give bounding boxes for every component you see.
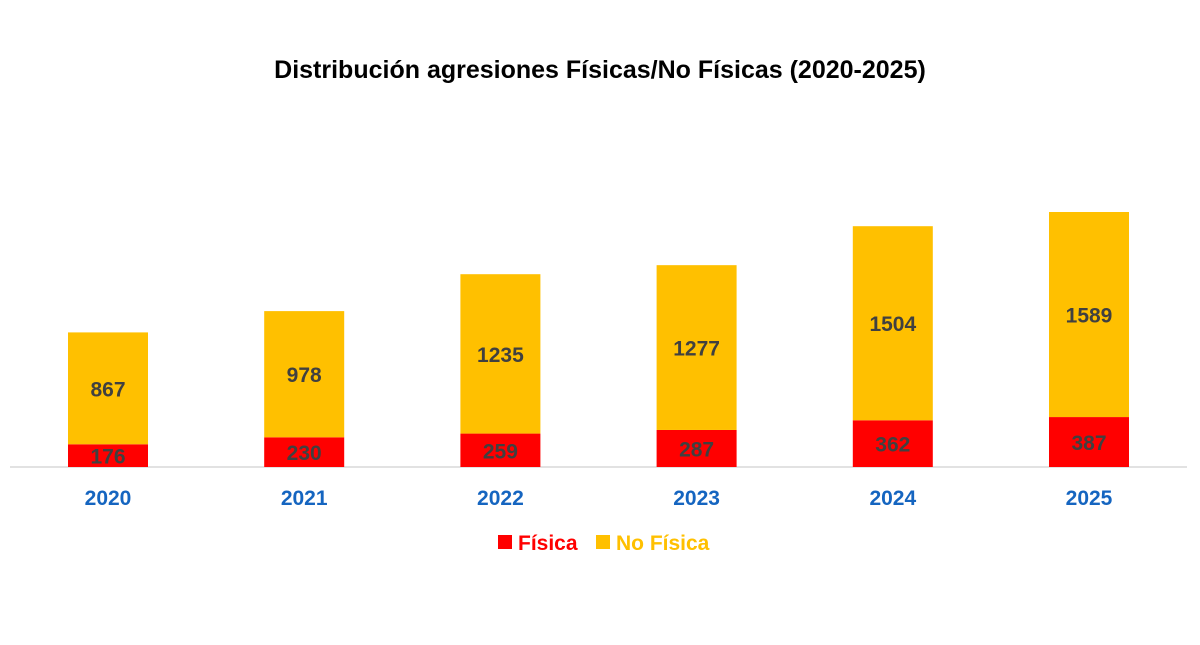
bar-no-fisica-2024 bbox=[852, 226, 933, 421]
data-label: 362 bbox=[875, 434, 910, 457]
x-tick-label: 2021 bbox=[281, 487, 328, 510]
x-tick-label: 2022 bbox=[477, 487, 524, 510]
bar-no-fisica-2022 bbox=[460, 274, 541, 434]
bar-fisica-2020 bbox=[68, 444, 148, 467]
data-label: 978 bbox=[287, 364, 322, 387]
bar-fisica-2021 bbox=[264, 437, 345, 467]
bar-no-fisica-2023 bbox=[656, 265, 737, 430]
x-tick-label: 2024 bbox=[869, 487, 916, 510]
bar-no-fisica-2020 bbox=[68, 332, 148, 445]
data-label: 867 bbox=[90, 378, 125, 401]
data-label: 1589 bbox=[1066, 305, 1113, 328]
legend-swatch-no-fisica bbox=[596, 535, 610, 549]
data-label: 287 bbox=[679, 438, 714, 461]
data-label: 387 bbox=[1071, 432, 1106, 455]
x-tick-label: 2023 bbox=[673, 487, 720, 510]
legend-label-no-fisica: No Física bbox=[616, 532, 710, 555]
bar-no-fisica-2021 bbox=[264, 311, 345, 438]
x-tick-label: 2025 bbox=[1066, 487, 1113, 510]
data-label: 1504 bbox=[869, 313, 916, 336]
bar-no-fisica-2025 bbox=[1049, 212, 1129, 418]
bar-fisica-2023 bbox=[656, 429, 737, 467]
data-label: 1277 bbox=[673, 338, 720, 361]
x-tick-label: 2020 bbox=[85, 487, 132, 510]
data-label: 1235 bbox=[477, 344, 524, 367]
legend-swatch-fisica bbox=[498, 535, 512, 549]
data-label: 176 bbox=[90, 446, 125, 469]
data-label: 259 bbox=[483, 440, 518, 463]
legend-label-fisica: Física bbox=[518, 532, 578, 555]
bar-fisica-2025 bbox=[1049, 417, 1129, 467]
data-label: 230 bbox=[287, 442, 322, 465]
chart-title: Distribución agresiones Físicas/No Físic… bbox=[274, 56, 926, 84]
legend: Física No Física bbox=[498, 532, 710, 555]
bar-fisica-2024 bbox=[852, 420, 933, 467]
bar-fisica-2022 bbox=[460, 433, 541, 467]
